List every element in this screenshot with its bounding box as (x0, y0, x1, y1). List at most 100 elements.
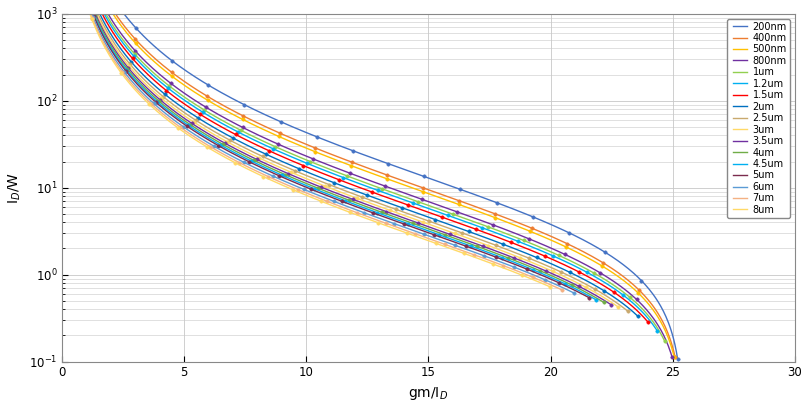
5um (311, 189, 321, 194)
500nm (669, 355, 679, 360)
X-axis label: gm/I$_D$: gm/I$_D$ (409, 385, 448, 402)
200nm (514, 209, 523, 213)
1.5um (340, 179, 349, 184)
4um (351, 200, 361, 205)
800nm (653, 322, 663, 327)
2.5um (623, 309, 633, 314)
3um (613, 305, 623, 310)
7um (545, 282, 555, 287)
8um (348, 211, 358, 216)
8um (457, 250, 467, 255)
Line: 400nm: 400nm (63, 0, 676, 357)
1.5um (406, 204, 416, 209)
2um (332, 181, 341, 186)
2um (619, 302, 629, 307)
500nm (292, 142, 302, 147)
Line: 500nm: 500nm (63, 0, 674, 357)
7um (355, 211, 365, 216)
1um (384, 189, 394, 194)
200nm (296, 128, 306, 133)
4um (380, 211, 390, 216)
5um (584, 295, 594, 300)
1.2um (380, 191, 390, 196)
4.5um (347, 201, 357, 206)
7um (328, 201, 338, 206)
1.2um (345, 178, 354, 182)
2um (529, 254, 539, 259)
4um (316, 187, 325, 191)
Line: 1.2um: 1.2um (63, 0, 658, 331)
400nm (447, 196, 457, 201)
800nm (388, 187, 397, 191)
1.2um (638, 310, 648, 315)
500nm (560, 244, 570, 249)
2.5um (330, 184, 340, 189)
1.2um (653, 328, 663, 333)
500nm (125, 35, 135, 40)
400nm (671, 355, 680, 360)
Line: 1.5um: 1.5um (63, 0, 647, 321)
2.5um (395, 208, 404, 213)
1um (417, 200, 426, 205)
Y-axis label: I$_D$/W: I$_D$/W (7, 172, 23, 204)
200nm (242, 103, 252, 108)
Line: 4.5um: 4.5um (63, 0, 596, 300)
400nm (626, 280, 636, 285)
1um (646, 315, 655, 320)
6um (304, 189, 314, 194)
400nm (642, 295, 651, 300)
1.5um (336, 178, 345, 183)
800nm (421, 198, 430, 203)
2um (633, 314, 642, 319)
6um (362, 211, 372, 216)
Line: 7um: 7um (63, 0, 562, 290)
Line: 3um: 3um (63, 0, 618, 307)
Line: 800nm: 800nm (63, 0, 672, 357)
6um (335, 201, 345, 206)
7um (468, 252, 477, 256)
3.5um (355, 200, 365, 204)
5um (308, 188, 318, 193)
Legend: 200nm, 400nm, 500nm, 800nm, 1um, 1.2um, 1.5um, 2um, 2.5um, 3um, 3.5um, 4um, 4.5u: 200nm, 400nm, 500nm, 800nm, 1um, 1.2um, … (727, 18, 790, 218)
1.5um (375, 192, 384, 197)
3.5um (319, 186, 328, 191)
3.5um (384, 210, 394, 215)
5um (572, 289, 582, 294)
200nm (453, 186, 463, 191)
500nm (451, 201, 461, 206)
2um (370, 196, 379, 200)
Line: 2um: 2um (63, 0, 637, 316)
1.5um (629, 305, 638, 310)
400nm (587, 254, 597, 259)
4.5um (376, 211, 386, 216)
6um (301, 188, 311, 193)
500nm (572, 250, 582, 255)
800nm (348, 172, 358, 177)
Line: 8um: 8um (63, 0, 550, 287)
2.5um (521, 255, 531, 260)
5um (343, 201, 353, 206)
6um (477, 253, 487, 258)
200nm (451, 186, 461, 191)
4.5um (495, 254, 505, 259)
3um (359, 198, 369, 203)
1.2um (412, 202, 421, 207)
7um (295, 188, 305, 193)
2.5um (364, 197, 374, 202)
4um (502, 255, 511, 260)
2.5um (327, 183, 337, 188)
8um (293, 189, 303, 194)
400nm (603, 263, 612, 268)
3.5um (593, 294, 603, 299)
4.5um (591, 297, 601, 302)
4.5um (311, 187, 321, 192)
3um (325, 186, 335, 191)
5um (371, 211, 381, 216)
400nm (299, 141, 309, 146)
4.5um (315, 189, 324, 193)
2um (400, 207, 410, 211)
5um (489, 254, 499, 259)
1.5um (642, 319, 652, 324)
8um (533, 279, 543, 284)
4.5um (578, 290, 588, 295)
